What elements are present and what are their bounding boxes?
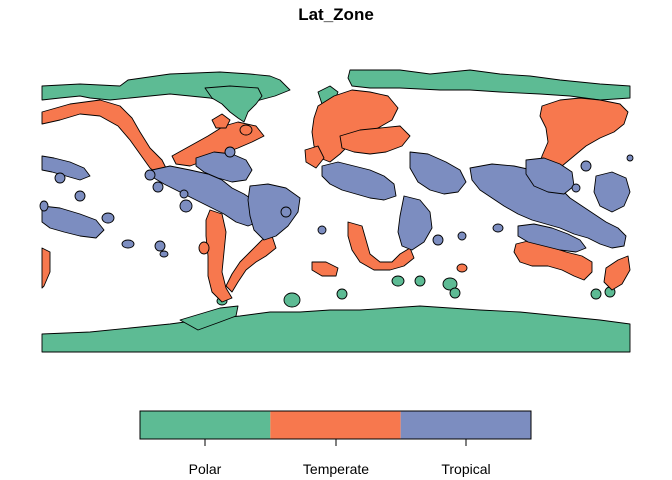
region-western-pacific-islands — [593, 171, 631, 213]
region-polar-island-1 — [283, 292, 301, 308]
region-temperate-island-3 — [239, 124, 253, 136]
region-tropical-island-11 — [159, 250, 169, 258]
region-tropical-island-15 — [432, 234, 444, 246]
region-north-australia — [517, 223, 587, 253]
region-hawaii-temperate — [41, 247, 51, 289]
region-hawaii-tropical — [41, 155, 91, 181]
legend-label-temperate: Temperate — [303, 461, 369, 477]
region-temperate-island-2 — [456, 263, 468, 273]
region-tropical-island-20 — [492, 223, 504, 233]
region-mediterranean — [339, 125, 411, 155]
region-tropical-island-9 — [179, 189, 189, 199]
region-tropical-island-1 — [54, 172, 66, 184]
legend-swatch-tropical — [400, 411, 531, 439]
legend-label-polar: Polar — [189, 461, 222, 477]
region-red-sea-gulf — [409, 151, 467, 195]
region-southern-africa — [347, 221, 415, 271]
region-tropical-island-2 — [74, 190, 86, 202]
legend-swatch-polar — [140, 411, 271, 439]
region-antarctic-peninsula — [179, 305, 239, 331]
map-legend: Polar Temperate Tropical — [139, 410, 532, 477]
region-tropical-island-10 — [154, 240, 166, 252]
region-falklands-patagonia — [311, 261, 339, 277]
region-central-pacific-tropical — [41, 205, 105, 239]
region-polar-island-3 — [391, 275, 405, 287]
region-tropical-island-18 — [571, 183, 581, 193]
region-tropical-island-4 — [101, 212, 115, 224]
region-tropical-island-5 — [121, 239, 135, 249]
temperate-regions — [41, 89, 631, 303]
region-temperate-island-1 — [198, 241, 210, 255]
region-tropical-island-7 — [144, 169, 156, 181]
region-tropical-island-14 — [317, 225, 327, 235]
region-tropical-island-3 — [39, 200, 49, 212]
region-new-zealand — [603, 255, 631, 291]
polar-regions-north — [41, 69, 631, 123]
legend-label-tropical: Tropical — [441, 461, 490, 477]
polar-regions-south — [41, 275, 631, 353]
region-south-america-west — [205, 209, 233, 303]
region-brazil-coast — [247, 183, 301, 241]
region-south-america-east — [225, 235, 277, 293]
region-greenland — [204, 85, 263, 123]
region-iberia-west-africa — [304, 145, 325, 169]
region-tropical-island-12 — [224, 146, 236, 158]
region-polar-island-6 — [449, 287, 461, 299]
region-tropical-island-16 — [457, 231, 467, 241]
region-polar-island-5 — [442, 277, 458, 291]
legend-swatch-temperate — [270, 411, 401, 439]
region-north-pacific-asia — [537, 97, 629, 181]
region-hudson-bay — [211, 113, 231, 129]
region-tropical-island-6 — [152, 181, 164, 193]
region-south-china-sea — [525, 157, 575, 195]
region-tropical-island-8 — [179, 199, 193, 213]
region-tropical-island-17 — [580, 160, 592, 172]
region-east-africa-tropical — [397, 195, 433, 251]
tropical-regions — [39, 146, 634, 258]
region-polar-island-7 — [590, 288, 602, 300]
region-tropical-island-19 — [626, 154, 634, 162]
region-tropical-island-13 — [280, 206, 292, 218]
region-arctic-eurasia — [347, 69, 631, 101]
region-west-africa-tropical — [321, 161, 397, 201]
region-polar-island-4 — [414, 275, 426, 287]
map-title: Lat_Zone — [298, 5, 374, 24]
region-polar-island-2 — [336, 288, 348, 300]
region-antarctica — [41, 305, 631, 353]
